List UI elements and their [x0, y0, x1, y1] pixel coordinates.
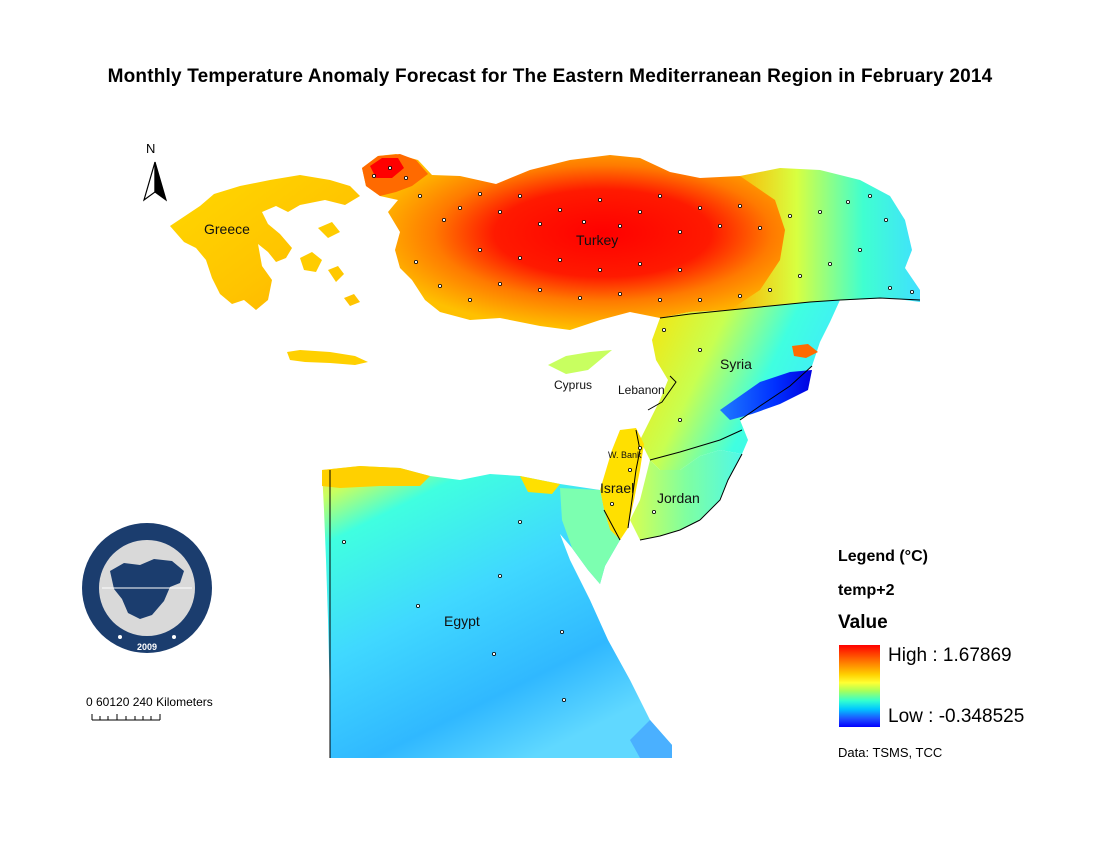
label-cyprus: Cyprus: [554, 378, 593, 392]
jordan-region: [630, 450, 742, 540]
scale-bar: [91, 714, 161, 721]
greece-island-2: [328, 266, 344, 282]
egypt-north-warm: [322, 466, 430, 488]
data-source: Data: TSMS, TCC: [838, 745, 943, 760]
syria-cold-spot: [720, 370, 812, 420]
turkey-region: [362, 154, 800, 330]
egypt-coastal-warm: [520, 476, 560, 494]
label-greece: Greece: [204, 221, 250, 237]
thrace-hot-spot: [370, 158, 404, 178]
label-jordan: Jordan: [657, 490, 700, 506]
israel-region: [600, 428, 644, 540]
country-borders: [329, 297, 921, 758]
levant-region: [640, 300, 840, 470]
legend-title: Legend (°C): [838, 548, 928, 565]
border-turkey-syria: [659, 297, 921, 319]
label-israel: Israel: [600, 480, 635, 496]
border-syria-jordan: [649, 429, 743, 461]
border-jordan-east: [699, 453, 743, 521]
sinai-region: [560, 488, 620, 584]
eastern-turkey-region: [730, 168, 920, 310]
greece-island-1: [300, 252, 322, 272]
legend-field-name: Value: [838, 612, 888, 633]
logo-year: 2009: [136, 642, 158, 652]
greece-island-3: [344, 294, 360, 306]
egypt-south-blue: [630, 720, 672, 758]
legend-high-label: High : 1.67869: [888, 645, 1012, 666]
north-arrow-label: N: [146, 141, 156, 156]
legend-low-label: Low : -0.348525: [888, 706, 1025, 727]
label-turkey: Turkey: [576, 232, 619, 248]
border-egypt-israel: [603, 509, 621, 541]
label-syria: Syria: [720, 356, 752, 372]
station-points: [341, 165, 915, 703]
greece-region: [170, 175, 360, 310]
label-west-bank: W. Bank: [608, 450, 642, 460]
greece-island-4: [318, 222, 340, 238]
border-israel-west: [627, 429, 641, 529]
greece-island-crete: [287, 350, 368, 365]
scale-bar-label: 0 60120 240 Kilometers: [86, 695, 213, 709]
legend-color-ramp: [839, 645, 880, 727]
emcc-logo: [82, 523, 212, 653]
legend-layer-name: temp+2: [838, 582, 895, 599]
border-syria-iraq: [739, 365, 813, 421]
north-arrow-icon: [142, 161, 168, 202]
label-egypt: Egypt: [444, 613, 480, 629]
syria-red-spot: [792, 344, 818, 358]
label-lebanon: Lebanon: [618, 383, 665, 397]
border-lebanon: [647, 375, 677, 411]
cyprus-region: [548, 350, 612, 374]
border-jordan-saudi: [639, 519, 701, 541]
map-title: Monthly Temperature Anomaly Forecast for…: [107, 66, 993, 87]
